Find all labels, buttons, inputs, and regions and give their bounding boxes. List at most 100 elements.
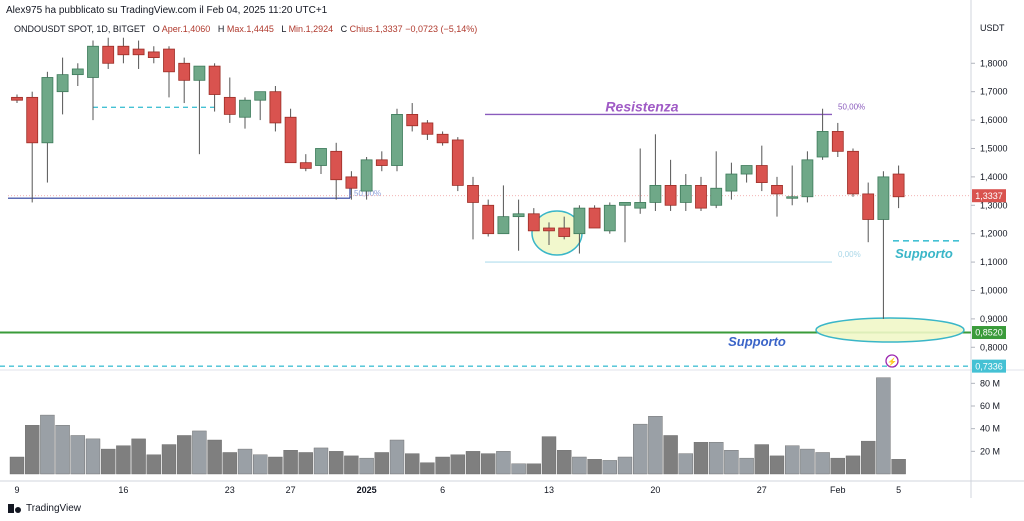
- volume-bar: [450, 454, 465, 475]
- alert-lightning-icon[interactable]: [885, 354, 899, 368]
- y-tick-label: 1,4000: [980, 172, 1008, 182]
- brand-label: TradingView: [26, 503, 82, 514]
- alert-lightning-glyph: ⚡: [887, 357, 897, 367]
- candle-body: [208, 65, 221, 95]
- volume-tick-label: 60 M: [980, 401, 1000, 411]
- volume-bar: [845, 455, 861, 475]
- volume-bar: [769, 455, 785, 475]
- volume-bar: [602, 460, 617, 475]
- candle-body: [831, 131, 844, 152]
- volume-bar: [100, 448, 116, 475]
- x-tick-label: Feb: [830, 485, 846, 495]
- x-tick-label: 2025: [357, 485, 377, 495]
- volume-bar: [420, 462, 435, 475]
- volume-bar: [161, 444, 177, 475]
- candle-body: [193, 65, 206, 81]
- candle-body: [345, 176, 358, 189]
- candle-body: [223, 96, 236, 115]
- candle-body: [406, 114, 419, 127]
- volume-bar: [298, 452, 313, 475]
- y-tick-label: 1,0000: [980, 285, 1008, 295]
- candle-body: [847, 150, 859, 195]
- y-tick-label: 1,3000: [980, 200, 1008, 210]
- volume-bar: [891, 459, 906, 475]
- publish-header: Alex975 ha pubblicato su TradingView.com…: [6, 5, 327, 16]
- candle-body: [649, 184, 662, 203]
- volume-bar: [252, 454, 268, 475]
- candle-body: [695, 184, 707, 209]
- volume-bar: [511, 463, 526, 475]
- volume-bar: [374, 452, 389, 475]
- open-value: Aper.1,4060: [161, 24, 211, 34]
- volume-bar: [176, 435, 192, 475]
- volume-bar: [541, 436, 557, 475]
- volume-bar: [222, 452, 238, 475]
- highlight-ellipse-support: [815, 317, 965, 343]
- high-value: Max.1,4445: [226, 24, 274, 34]
- y-tick-label: 1,1000: [980, 257, 1008, 267]
- support-upper-label: Supporto: [895, 246, 953, 261]
- candle-body: [619, 202, 631, 206]
- volume-bar: [648, 416, 663, 475]
- candle-body: [239, 99, 251, 118]
- currency-label: USDT: [980, 23, 1005, 33]
- symbol-label: ONDOUSDT SPOT, 1D, BITGET: [14, 24, 146, 34]
- candle-body: [664, 184, 677, 206]
- y-tick-label: 1,2000: [980, 229, 1008, 239]
- volume-bar: [85, 438, 101, 475]
- candle-body: [710, 187, 723, 206]
- price-axis-badge-label: 1,3337: [975, 191, 1003, 201]
- candle-body: [87, 45, 99, 78]
- volume-bar: [572, 456, 587, 475]
- candle-body: [725, 173, 738, 192]
- volume-bar: [55, 425, 70, 475]
- high-label: H: [217, 24, 225, 34]
- volume-bar: [389, 439, 405, 475]
- y-tick-label: 0,8000: [980, 342, 1008, 352]
- candle-body: [740, 165, 753, 175]
- candle-body: [467, 184, 479, 203]
- low-label: L: [281, 24, 287, 34]
- candle-body: [573, 207, 586, 235]
- candle-body: [801, 159, 814, 198]
- volume-bar: [329, 451, 344, 475]
- volume-tick-label: 40 M: [980, 424, 1000, 434]
- y-tick-label: 0,9000: [980, 314, 1008, 324]
- volume-bar: [876, 377, 891, 475]
- candle-body: [862, 193, 875, 220]
- volume-bar: [785, 445, 800, 475]
- volume-bar: [693, 442, 709, 475]
- candle-body: [299, 162, 312, 169]
- low-value: Min.1,2924: [288, 24, 334, 34]
- volume-bar: [526, 463, 541, 475]
- x-tick-label: 13: [544, 485, 554, 495]
- x-tick-label: 27: [757, 485, 767, 495]
- candle-body: [497, 216, 510, 235]
- volume-bar: [146, 454, 162, 475]
- x-tick-label: 23: [225, 485, 235, 495]
- volume-bar: [283, 450, 298, 475]
- candle-body: [315, 148, 327, 166]
- volume-bar: [131, 438, 146, 475]
- volume-bar: [861, 440, 876, 475]
- volume-bar: [268, 456, 283, 475]
- candle-body: [254, 91, 267, 101]
- candle-body: [163, 48, 175, 73]
- candle-body: [451, 139, 464, 186]
- volume-bar: [496, 451, 511, 475]
- volume-bar: [830, 457, 845, 475]
- candle-body: [436, 133, 449, 144]
- candle-body: [786, 196, 799, 199]
- candle-body: [147, 51, 160, 58]
- volume-bar: [754, 444, 769, 475]
- volume-bar: [465, 451, 481, 475]
- tradingview-logo-icon: [8, 504, 22, 513]
- x-tick-label: 27: [286, 485, 296, 495]
- x-tick-label: 16: [118, 485, 128, 495]
- volume-bar: [587, 459, 602, 475]
- volume-bar: [800, 448, 815, 475]
- x-tick-label: 20: [650, 485, 660, 495]
- candle-body: [330, 150, 343, 181]
- candle-body: [178, 62, 191, 81]
